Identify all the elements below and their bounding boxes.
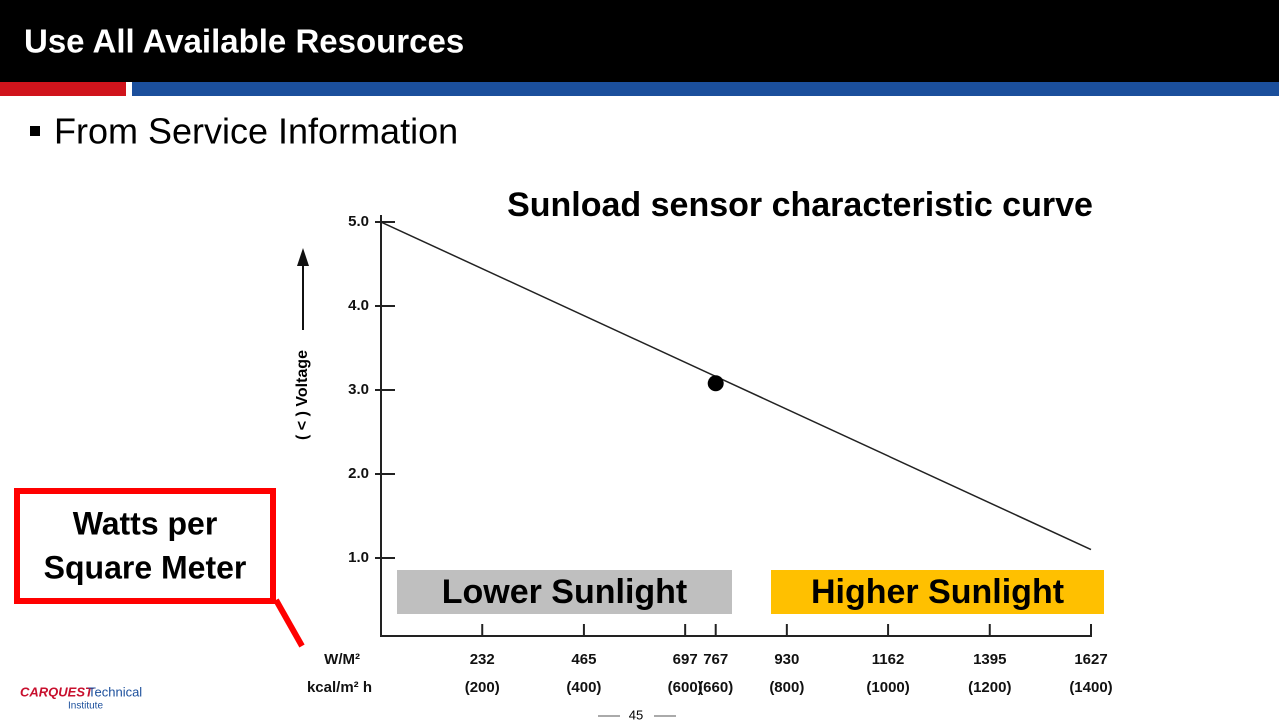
x-tick-label: 1395	[973, 651, 1006, 668]
annotation-box	[771, 570, 1104, 614]
logo-text: Technical	[88, 684, 142, 699]
y-tick-label: 2.0	[348, 465, 369, 482]
x-unit-label: kcal/m² h	[307, 679, 372, 696]
callout-text: Square Meter	[44, 549, 247, 585]
annotation-text: Lower Sunlight	[442, 573, 688, 611]
x-tick-sublabel: (1000)	[866, 679, 909, 696]
x-tick-label: 1162	[872, 651, 905, 668]
page-number: 45	[629, 707, 643, 722]
x-tick-label: 465	[571, 651, 596, 668]
marker-point	[707, 375, 724, 392]
x-tick-sublabel: (800)	[769, 679, 804, 696]
x-tick-sublabel: (660)	[698, 679, 733, 696]
x-tick-label: 1627	[1074, 651, 1107, 668]
x-tick-label: 930	[774, 651, 799, 668]
y-axis-label: ( < ) Voltage	[294, 350, 311, 440]
x-tick-sublabel: (1400)	[1069, 679, 1112, 696]
callout-box	[14, 488, 276, 604]
chart-title: Sunload sensor characteristic curve	[507, 186, 1093, 224]
stripe-red	[0, 82, 126, 96]
annotation-box	[397, 570, 732, 614]
annotation-text: Higher Sunlight	[811, 573, 1064, 611]
x-tick-label: 767	[703, 651, 728, 668]
callout-text: Watts per	[73, 505, 218, 541]
y-tick-label: 3.0	[348, 381, 369, 398]
header-bar	[0, 0, 1279, 82]
y-tick-label: 5.0	[348, 213, 369, 230]
callout-pointer	[273, 598, 305, 648]
bullet-marker	[30, 126, 40, 136]
bullet-text: From Service Information	[54, 111, 458, 152]
x-tick-sublabel: (400)	[566, 679, 601, 696]
x-tick-label: 697	[673, 651, 698, 668]
x-tick-sublabel: (1200)	[968, 679, 1011, 696]
x-tick-sublabel: (600)	[668, 679, 703, 696]
stripe-blue	[132, 82, 1279, 96]
y-tick-label: 4.0	[348, 297, 369, 314]
x-tick-label: 232	[470, 651, 495, 668]
x-tick-sublabel: (200)	[465, 679, 500, 696]
slide-title: Use All Available Resources	[24, 23, 464, 60]
y-arrow-head	[297, 248, 309, 266]
logo-brand: CARQUEST	[20, 684, 94, 699]
line	[380, 221, 1092, 551]
logo-sub: Institute	[68, 701, 103, 712]
y-tick-label: 1.0	[348, 549, 369, 566]
x-unit-label: W/M²	[324, 651, 360, 668]
